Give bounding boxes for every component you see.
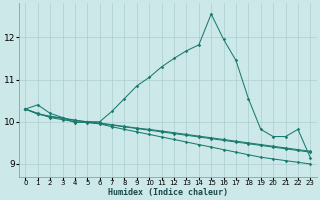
X-axis label: Humidex (Indice chaleur): Humidex (Indice chaleur)	[108, 188, 228, 197]
